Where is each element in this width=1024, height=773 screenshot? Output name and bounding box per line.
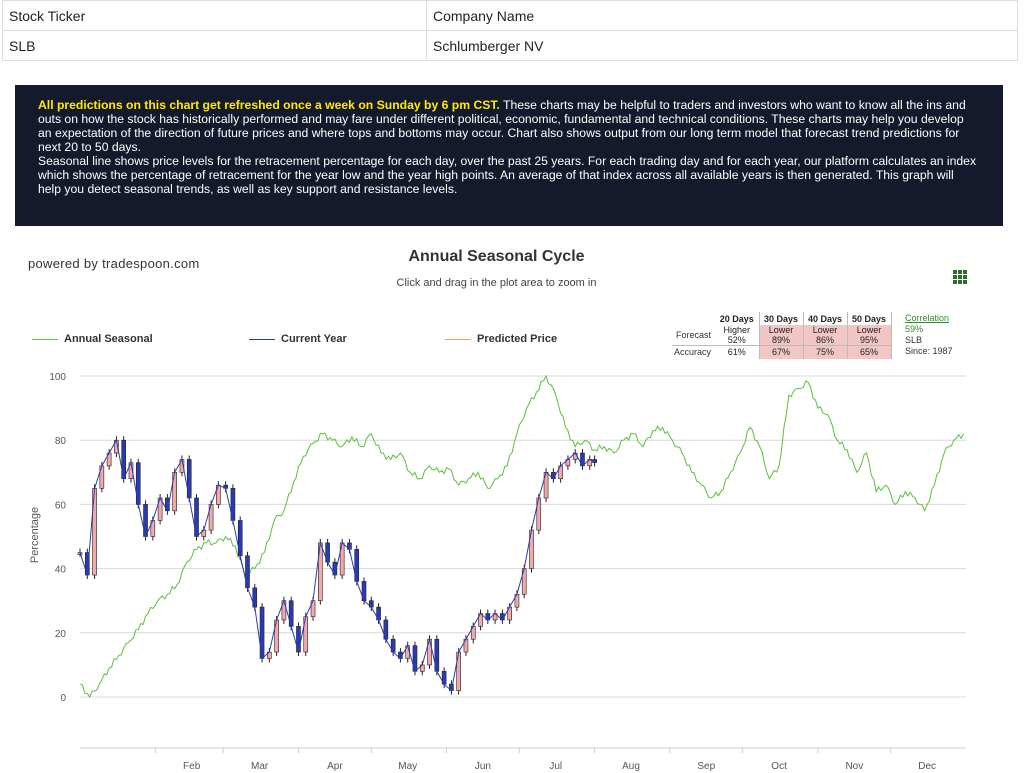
fc-header-40: 40 Days (803, 312, 848, 325)
y-axis-ticks: 0 20 40 60 80 100 (49, 372, 66, 704)
grid-menu-icon[interactable] (952, 269, 968, 285)
correlation-since: Since: 1987 (905, 346, 953, 356)
forecast-cell-40: Lower 86% (803, 325, 848, 346)
y-tick-label: 80 (55, 436, 67, 447)
x-tick-label: Oct (771, 761, 787, 772)
legend-seasonal-label: Annual Seasonal (64, 333, 153, 345)
legend-predicted-label: Predicted Price (477, 333, 558, 345)
y-axis-label: Percentage (29, 507, 41, 563)
correlation-value: 59% (905, 324, 924, 334)
accuracy-row: Accuracy 61% 67% 75% 65% (672, 345, 892, 359)
x-axis-ticks: Feb Mar Apr May Jun Jul Aug Sep Oct Nov Dec (154, 748, 936, 772)
accuracy-cell-30: 67% (759, 345, 804, 359)
banner-paragraph-2: Seasonal line shows price levels for the… (38, 154, 977, 196)
series-current-year (79, 438, 595, 692)
forecast-cell-20: Higher 52% (715, 325, 760, 346)
correlation-panel: Correlation 59% SLB Since: 1987 (905, 313, 953, 357)
legend-predicted-swatch (445, 338, 471, 340)
header-company-name: Company Name (426, 0, 1018, 31)
info-table: Stock Ticker Company Name SLB Schlumberg… (2, 0, 1018, 61)
x-tick-label: Apr (327, 761, 343, 772)
fc-header-30: 30 Days (759, 312, 804, 325)
accuracy-label: Accuracy (672, 345, 716, 359)
header-stock-ticker: Stock Ticker (2, 0, 427, 31)
forecast-cell-30: Lower 89% (759, 325, 804, 346)
y-tick-label: 0 (60, 693, 66, 704)
accuracy-cell-40: 75% (803, 345, 848, 359)
legend-current-swatch (249, 338, 275, 340)
x-tick-label: May (398, 761, 417, 772)
legend-current-label: Current Year (281, 333, 347, 345)
accuracy-cell-50: 65% (847, 345, 892, 359)
x-tick-label: Feb (183, 761, 201, 772)
plot-area[interactable]: 0 20 40 60 80 100 Feb Mar Apr May Jun Jul Aug Sep Oct… (0, 360, 1024, 773)
info-table-header-row: Stock Ticker Company Name (2, 0, 1018, 31)
series-annual-seasonal (79, 374, 965, 699)
forecast-row: Forecast Higher 52% Lower 89% Lower 86% Low… (672, 325, 892, 346)
y-tick-label: 60 (55, 500, 67, 511)
fc-header-50: 50 Days (847, 312, 892, 325)
x-tick-label: Nov (845, 761, 863, 772)
banner-highlight: All predictions on this chart get refres… (38, 98, 500, 112)
x-tick-label: Dec (918, 761, 936, 772)
cell-ticker: SLB (2, 30, 427, 61)
cell-company: Schlumberger NV (426, 30, 1018, 61)
powered-by-link[interactable]: powered by tradespoon.com (28, 256, 200, 271)
grid-lines (80, 375, 966, 749)
accuracy-cell-20: 61% (715, 345, 760, 359)
y-tick-label: 100 (49, 372, 66, 383)
correlation-link[interactable]: Correlation (905, 313, 950, 323)
y-tick-label: 20 (55, 629, 67, 640)
info-table-row: SLB Schlumberger NV (2, 30, 1018, 61)
chart-title: Annual Seasonal Cycle (408, 248, 585, 265)
x-tick-label: Jul (549, 761, 562, 772)
correlation-ticker: SLB (905, 335, 923, 345)
legend-current-year[interactable]: Current Year (249, 333, 347, 345)
x-tick-label: Jun (475, 761, 491, 772)
info-banner: All predictions on this chart get refres… (15, 85, 1003, 226)
x-tick-label: Sep (697, 761, 715, 772)
banner-paragraph-1: These charts may be helpful to traders a… (38, 98, 966, 154)
x-tick-label: Mar (251, 761, 269, 772)
forecast-label: Forecast (676, 330, 712, 340)
legend-annual-seasonal[interactable]: Annual Seasonal (32, 333, 153, 345)
forecast-cell-50: Lower 95% (847, 325, 892, 346)
x-tick-label: Aug (622, 761, 640, 772)
series-current-year-candles (77, 436, 597, 695)
fc-header-20: 20 Days (715, 312, 760, 325)
legend-seasonal-swatch (32, 338, 58, 340)
legend-predicted-price[interactable]: Predicted Price (445, 333, 557, 345)
chart-subtitle: Click and drag in the plot area to zoom … (396, 277, 597, 289)
y-tick-label: 40 (55, 565, 67, 576)
forecast-table: 20 Days 30 Days 40 Days 50 Days Forecast… (672, 312, 892, 359)
